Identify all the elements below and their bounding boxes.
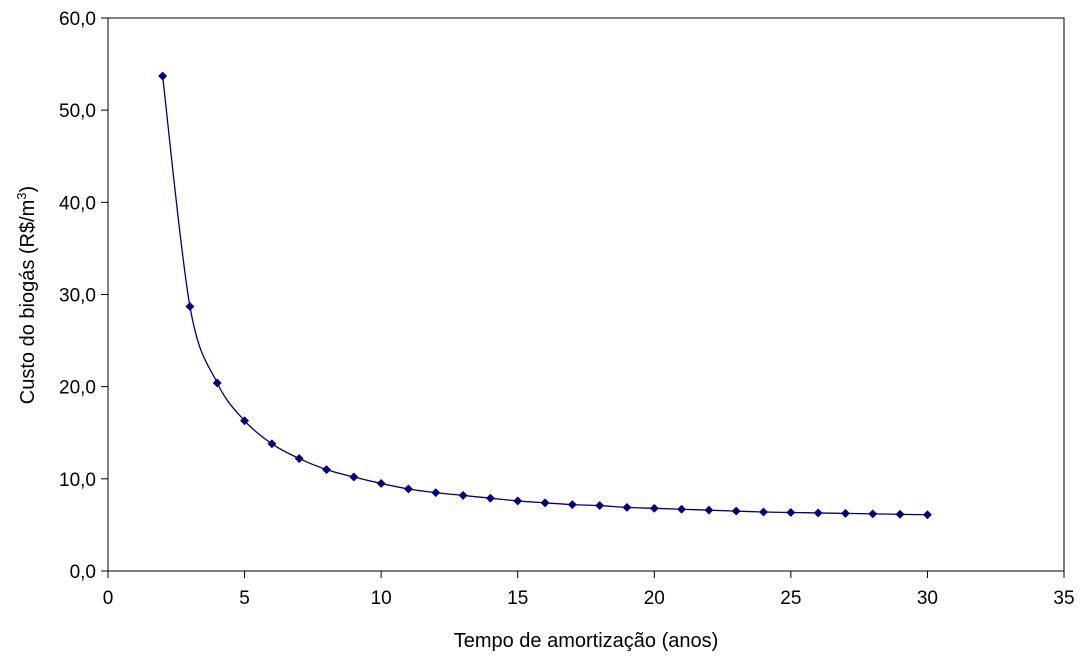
data-point-marker	[513, 496, 523, 506]
data-point-marker	[240, 416, 250, 426]
data-point-marker	[458, 490, 468, 500]
data-point-marker	[813, 508, 823, 518]
data-point-marker	[731, 506, 741, 516]
x-tick-label: 5	[239, 588, 250, 609]
y-tick-label: 10,0	[59, 470, 96, 491]
y-tick-label: 60,0	[59, 9, 96, 30]
data-point-marker	[431, 488, 441, 498]
x-axis-ticks: 0 5 10 15 20 25 30 35	[103, 571, 1075, 609]
x-tick-label: 30	[917, 588, 938, 609]
data-point-marker	[321, 465, 332, 475]
data-point-marker	[485, 493, 495, 503]
data-point-marker	[922, 510, 932, 520]
data-point-marker	[185, 301, 195, 312]
data-point-marker	[895, 509, 905, 519]
x-axis-title: Tempo de amortização (anos)	[454, 630, 719, 652]
data-point-marker	[677, 504, 687, 514]
y-tick-label: 20,0	[59, 378, 96, 399]
data-point-marker	[403, 484, 414, 494]
data-point-marker	[786, 507, 796, 518]
data-point-marker	[294, 454, 304, 464]
data-point-marker	[567, 500, 577, 510]
y-axis-title-suffix: )	[17, 186, 39, 193]
data-point-marker	[758, 507, 769, 517]
y-tick-label: 30,0	[59, 286, 96, 307]
y-axis-title-superscript: 3	[14, 192, 29, 199]
series-layer	[158, 71, 932, 520]
data-point-marker	[868, 509, 878, 519]
data-point-marker	[376, 478, 386, 488]
y-axis-title: Custo do biogás (R$/m3)	[14, 186, 39, 404]
data-point-marker	[349, 472, 359, 482]
x-tick-label: 20	[644, 588, 665, 609]
data-point-marker	[212, 378, 222, 388]
plot-area	[107, 17, 1065, 572]
y-axis-title-main: Custo do biogás (R$/m	[17, 200, 39, 405]
data-point-marker	[267, 439, 277, 449]
y-tick-label: 40,0	[59, 193, 96, 214]
x-tick-label: 0	[103, 588, 114, 609]
x-tick-label: 35	[1053, 588, 1074, 609]
data-point-marker	[622, 502, 632, 512]
y-axis-ticks: 0,0 10,0 20,0 30,0 40,0 50,0 60,0	[59, 9, 108, 583]
data-point-marker	[595, 501, 605, 511]
x-tick-label: 10	[371, 588, 392, 609]
data-point-marker	[649, 503, 659, 513]
data-point-marker	[840, 508, 851, 518]
y-tick-label: 50,0	[59, 101, 96, 122]
data-point-marker	[158, 71, 168, 81]
x-tick-label: 15	[507, 588, 528, 609]
y-tick-label: 0,0	[70, 562, 96, 583]
data-point-marker	[540, 498, 550, 508]
data-point-marker	[704, 505, 714, 515]
x-tick-label: 25	[780, 588, 801, 609]
